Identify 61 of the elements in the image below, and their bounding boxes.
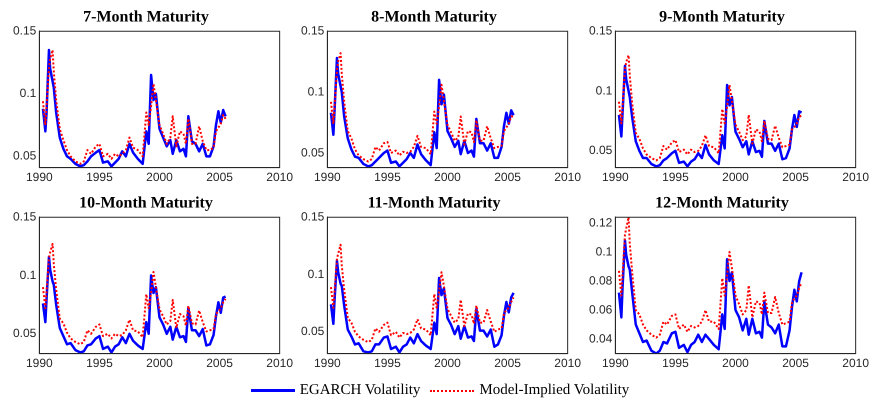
x-tick-label: 1995 — [86, 356, 114, 370]
y-tick-label: 0.05 — [12, 148, 37, 163]
chart-title: 10-Month Maturity — [79, 194, 213, 212]
x-tick-label: 1990 — [602, 170, 630, 184]
y-tick-label: 0.1 — [308, 84, 325, 98]
x-tick-label: 1995 — [374, 356, 402, 370]
x-tick-label: 2005 — [782, 170, 810, 184]
line-series — [42, 243, 227, 346]
x-tick-label: 1995 — [662, 356, 690, 370]
y-tick-label: 0.05 — [300, 324, 325, 338]
x-tick-label: 1995 — [374, 170, 402, 184]
y-tick-label: 0.05 — [300, 145, 325, 160]
y-tick-label: 0.05 — [12, 326, 37, 340]
x-tick-label: 2000 — [722, 356, 750, 370]
chart-title: 11-Month Maturity — [368, 194, 500, 212]
y-tick-label: 0.1 — [596, 244, 613, 258]
x-tick-label: 1990 — [602, 356, 630, 370]
x-tick-label: 2000 — [722, 170, 750, 184]
y-tick-label: 0.1 — [596, 83, 613, 98]
y-tick-label: 0.15 — [12, 210, 37, 224]
x-tick-label: 2005 — [206, 356, 234, 370]
x-tick-label: 1990 — [26, 356, 54, 370]
line-series — [330, 244, 515, 344]
y-tick-label: 0.15 — [300, 210, 325, 224]
x-tick-label: 1990 — [314, 356, 342, 370]
x-tick-label: 1995 — [662, 170, 690, 184]
x-tick-label: 2000 — [146, 170, 174, 184]
x-tick-label: 2010 — [266, 170, 294, 184]
y-tick-label: 0.06 — [588, 302, 613, 316]
x-tick-label: 2005 — [494, 356, 522, 370]
x-tick-label: 2005 — [494, 170, 522, 184]
x-tick-label: 1990 — [314, 170, 342, 184]
chart-title: 7-Month Maturity — [83, 8, 209, 26]
chart-title: 12-Month Maturity — [655, 194, 789, 212]
y-tick-label: 0.12 — [588, 215, 613, 230]
x-tick-label: 2010 — [842, 356, 870, 370]
legend-label: EGARCH Volatility — [300, 382, 420, 399]
x-tick-label: 2010 — [554, 356, 582, 370]
legend-label: Model-Implied Volatility — [479, 382, 630, 399]
x-tick-label: 2000 — [146, 356, 174, 370]
y-tick-label: 0.1 — [308, 266, 325, 281]
x-tick-label: 2005 — [206, 170, 234, 184]
y-tick-label: 0.1 — [20, 86, 37, 100]
chart-title: 9-Month Maturity — [659, 8, 785, 26]
x-tick-label: 2010 — [842, 170, 870, 184]
chart-title: 8-Month Maturity — [371, 8, 497, 26]
y-tick-label: 0.15 — [588, 24, 613, 38]
y-tick-label: 0.15 — [12, 24, 37, 38]
x-tick-label: 2000 — [434, 170, 462, 184]
x-tick-label: 2005 — [782, 356, 810, 370]
x-tick-label: 2010 — [266, 356, 294, 370]
y-tick-label: 0.05 — [588, 143, 613, 158]
line-series — [618, 217, 803, 339]
y-tick-label: 0.15 — [300, 24, 325, 38]
x-tick-label: 1990 — [26, 170, 54, 184]
x-tick-label: 2000 — [434, 356, 462, 370]
y-tick-label: 0.08 — [588, 273, 613, 288]
x-tick-label: 2010 — [554, 170, 582, 184]
y-tick-label: 0.04 — [588, 331, 613, 346]
y-tick-label: 0.1 — [20, 268, 37, 282]
x-tick-label: 1995 — [86, 170, 114, 184]
